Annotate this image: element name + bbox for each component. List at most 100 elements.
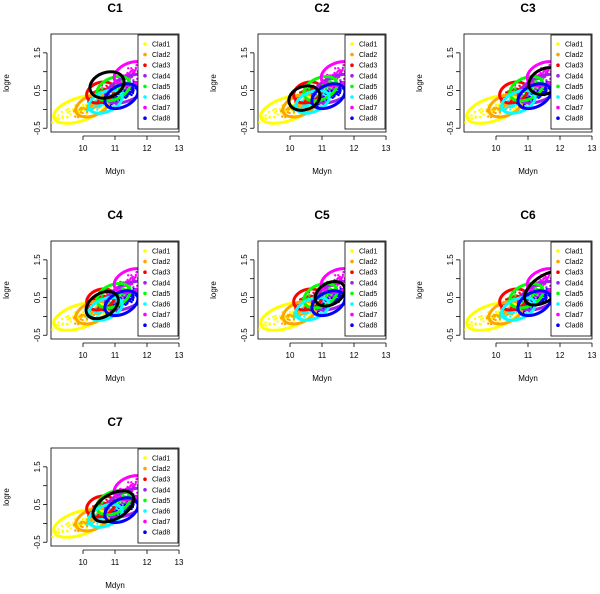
point-clad6 <box>96 104 100 108</box>
point-clad6 <box>528 300 531 303</box>
legend-label-clad2: Clad2 <box>152 466 170 473</box>
legend-marker-clad5 <box>350 291 354 296</box>
point-clad6 <box>504 315 507 318</box>
highlight-ellipse <box>313 279 347 308</box>
point-clad2 <box>495 313 498 316</box>
legend-marker-clad3 <box>143 477 147 482</box>
x-tick-label: 10 <box>79 351 88 360</box>
point-clad2 <box>285 315 288 318</box>
point-clad5 <box>514 87 517 90</box>
point-clad2 <box>487 115 490 118</box>
point-clad7 <box>127 481 130 484</box>
point-clad1 <box>262 323 265 326</box>
panel-c2: C2 10 11 12 13 -0.5 0.5 1.5 Mdyn logre Clad1 Clad2 C… <box>209 1 391 176</box>
x-axis-label: Mdyn <box>105 167 125 176</box>
point-clad6 <box>303 315 306 318</box>
point-clad7 <box>134 480 138 484</box>
legend-box <box>137 448 179 544</box>
point-clad2 <box>487 322 490 325</box>
point-clad5 <box>531 295 534 298</box>
point-clad2 <box>74 115 77 118</box>
point-clad7 <box>334 67 337 70</box>
point-clad2 <box>83 521 87 525</box>
point-clad8 <box>337 88 340 91</box>
point-clad1 <box>81 310 85 314</box>
y-tick-label: 0.5 <box>33 84 42 96</box>
point-clad6 <box>509 108 512 111</box>
point-clad7 <box>532 288 535 291</box>
y-tick-label: 1.5 <box>33 254 42 266</box>
point-clad1 <box>51 328 54 331</box>
point-clad7 <box>548 63 551 67</box>
legend-label-clad6: Clad6 <box>152 302 170 309</box>
point-clad1 <box>479 111 483 114</box>
point-clad1 <box>470 321 473 324</box>
legend-marker-clad7 <box>556 312 560 317</box>
point-clad7 <box>547 275 550 279</box>
x-axis-label: Mdyn <box>518 167 538 176</box>
point-clad4 <box>537 295 541 298</box>
y-tick-label: -0.5 <box>240 121 249 135</box>
legend-label-clad1: Clad1 <box>152 42 170 49</box>
point-clad2 <box>496 314 500 318</box>
point-clad7 <box>131 275 134 279</box>
x-tick-label: 13 <box>382 144 391 153</box>
point-clad7 <box>326 81 329 84</box>
point-clad5 <box>535 293 538 296</box>
ellipse-clad6 <box>87 503 124 529</box>
point-clad1 <box>470 114 473 117</box>
point-clad7 <box>338 68 341 72</box>
legend-marker-clad3 <box>143 270 147 275</box>
legend-label-clad6: Clad6 <box>359 95 377 102</box>
point-clad8 <box>129 298 132 301</box>
point-clad3 <box>518 291 521 294</box>
legend-marker-clad8 <box>556 323 560 328</box>
point-clad7 <box>341 273 345 277</box>
point-clad6 <box>91 108 95 111</box>
ellipse-clad8 <box>310 82 347 111</box>
point-clad4 <box>537 88 541 91</box>
point-clad7 <box>130 67 133 70</box>
point-clad1 <box>480 107 483 111</box>
point-clad2 <box>491 108 494 111</box>
point-clad8 <box>545 294 548 297</box>
point-clad2 <box>83 107 87 111</box>
point-clad7 <box>119 81 122 84</box>
point-clad1 <box>267 317 271 321</box>
legend-label-clad6: Clad6 <box>152 509 170 516</box>
point-clad5 <box>308 294 311 297</box>
highlight-ellipse <box>84 290 120 321</box>
y-tick-label: -0.5 <box>446 121 455 135</box>
legend-label-clad1: Clad1 <box>565 249 583 256</box>
y-tick-label: -0.5 <box>33 535 42 549</box>
point-clad2 <box>82 106 85 110</box>
ellipse-clad6 <box>294 296 331 322</box>
point-clad1 <box>267 110 271 114</box>
legend-label-clad2: Clad2 <box>565 259 583 266</box>
point-clad2 <box>281 322 284 325</box>
x-tick-label: 10 <box>286 144 295 153</box>
legend-label-clad1: Clad1 <box>565 42 583 49</box>
ellipse-clad6 <box>500 296 537 322</box>
plot-box <box>257 240 387 340</box>
y-tick-label: 1.5 <box>446 254 455 266</box>
point-clad1 <box>57 324 61 327</box>
point-clad4 <box>124 295 128 298</box>
point-clad7 <box>129 484 133 487</box>
x-tick-label: 12 <box>143 558 152 567</box>
point-clad2 <box>81 111 84 115</box>
point-clad6 <box>86 523 89 526</box>
legend-label-clad5: Clad5 <box>565 84 583 91</box>
point-clad2 <box>492 111 495 114</box>
legend-marker-clad3 <box>556 270 560 275</box>
legend-marker-clad1 <box>350 249 354 253</box>
x-tick-label: 12 <box>556 351 565 360</box>
point-clad2 <box>494 111 497 115</box>
point-clad5 <box>118 502 121 505</box>
point-clad8 <box>542 91 545 94</box>
legend-marker-clad3 <box>556 63 560 67</box>
point-clad7 <box>134 482 137 486</box>
legend-box <box>137 34 179 130</box>
point-clad1 <box>55 323 58 326</box>
point-clad8 <box>543 295 546 298</box>
